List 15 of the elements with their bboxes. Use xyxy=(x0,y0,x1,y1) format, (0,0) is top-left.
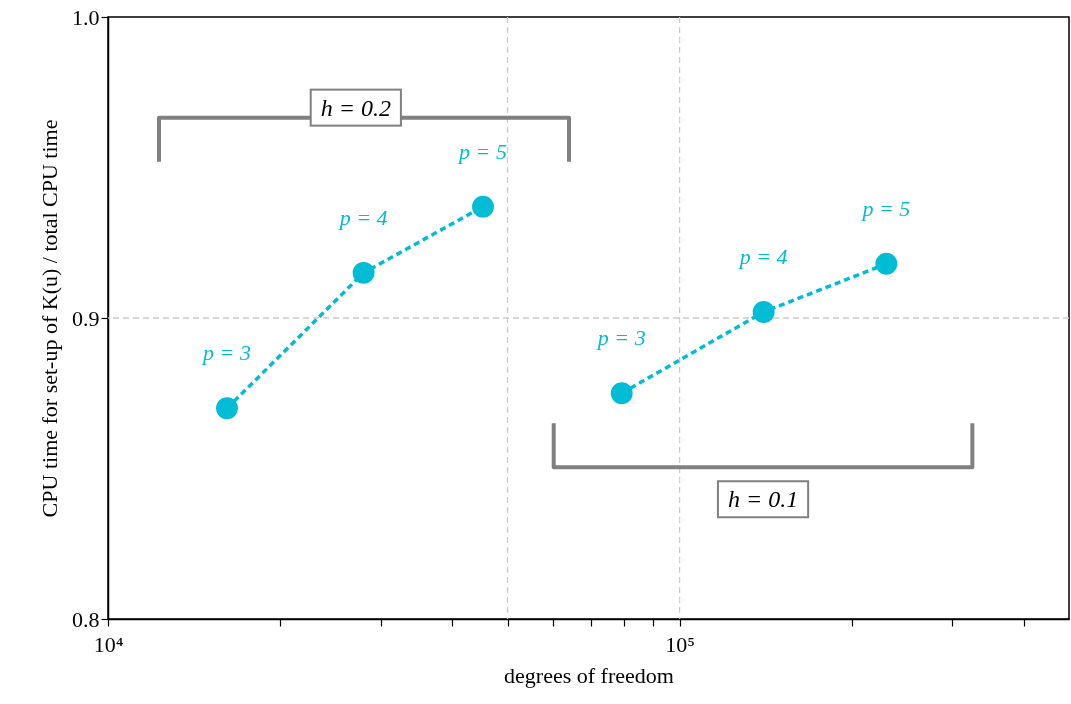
y-tick-label: 0.8 xyxy=(72,606,100,632)
annotation: p = 5 xyxy=(457,138,507,164)
x-tick-label: 10⁵ xyxy=(665,631,695,657)
x-axis-title: degrees of freedom xyxy=(504,662,674,688)
annotation: p = 3 xyxy=(595,325,646,351)
annotation: h = 0.1 xyxy=(727,486,799,513)
x-tick-label: 10⁴ xyxy=(93,631,124,657)
annotation: p = 3 xyxy=(201,340,251,366)
annotation: p = 4 xyxy=(737,243,788,269)
annotation: p = 4 xyxy=(337,204,388,230)
y-axis-title: CPU time for set-up of K(u) / total CPU time xyxy=(37,119,62,518)
y-tick-label: 0.9 xyxy=(72,305,100,331)
annotation: p = 5 xyxy=(860,195,911,221)
annotation: h = 0.2 xyxy=(320,94,391,121)
y-tick-label: 1.0 xyxy=(72,4,100,30)
